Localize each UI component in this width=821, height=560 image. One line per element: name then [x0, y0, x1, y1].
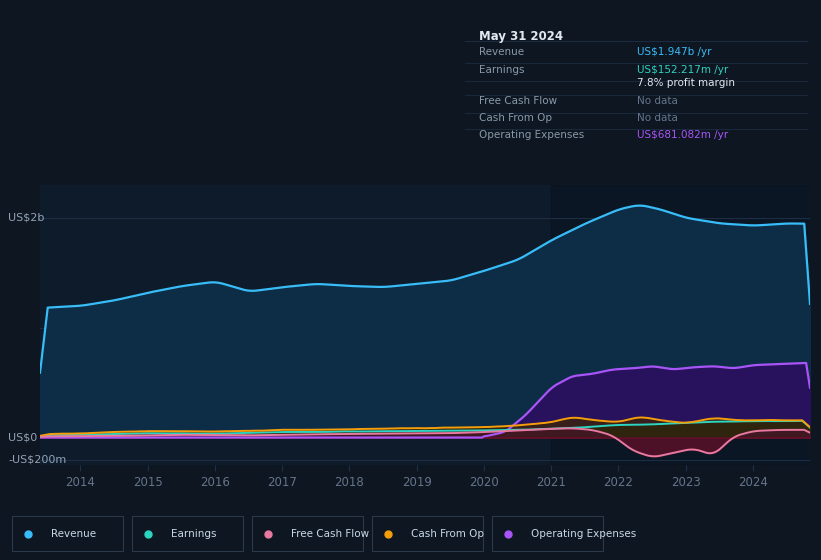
- Text: Earnings: Earnings: [171, 529, 217, 539]
- Bar: [551, 185, 810, 465]
- Text: Free Cash Flow: Free Cash Flow: [479, 96, 557, 106]
- Text: Free Cash Flow: Free Cash Flow: [291, 529, 369, 539]
- Text: May 31 2024: May 31 2024: [479, 30, 563, 43]
- Text: Operating Expenses: Operating Expenses: [479, 130, 584, 141]
- Text: Cash From Op: Cash From Op: [479, 113, 552, 123]
- Text: Revenue: Revenue: [479, 47, 524, 57]
- Text: Operating Expenses: Operating Expenses: [531, 529, 636, 539]
- Text: US$681.082m /yr: US$681.082m /yr: [636, 130, 727, 141]
- Text: US$1.947b /yr: US$1.947b /yr: [636, 47, 711, 57]
- Text: US$2b: US$2b: [8, 213, 44, 223]
- Text: No data: No data: [636, 96, 677, 106]
- Text: Cash From Op: Cash From Op: [411, 529, 484, 539]
- Text: 7.8% profit margin: 7.8% profit margin: [636, 78, 735, 88]
- Text: No data: No data: [636, 113, 677, 123]
- Text: Earnings: Earnings: [479, 64, 525, 74]
- Text: US$0: US$0: [8, 432, 38, 442]
- Text: Revenue: Revenue: [51, 529, 96, 539]
- Text: -US$200m: -US$200m: [8, 455, 67, 464]
- Text: US$152.217m /yr: US$152.217m /yr: [636, 64, 727, 74]
